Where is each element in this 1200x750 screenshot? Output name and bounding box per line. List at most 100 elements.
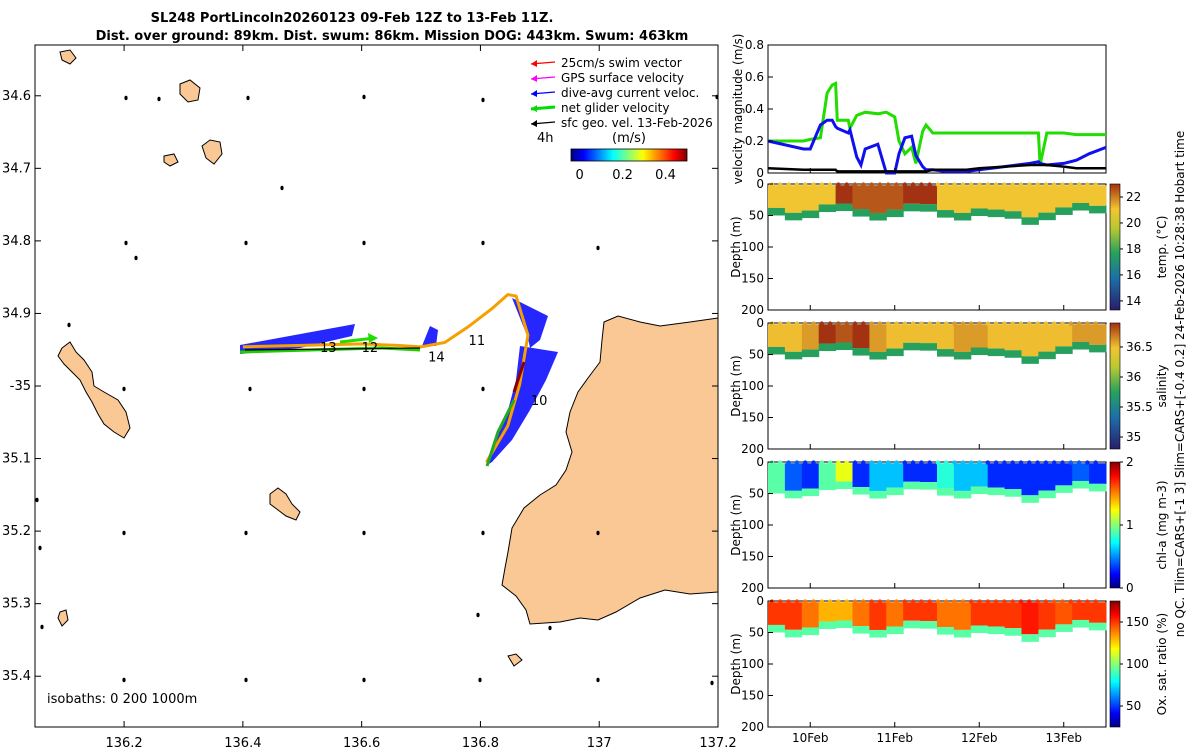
islet (134, 255, 138, 261)
legend-swatch-head (531, 75, 537, 82)
depth-tick-label: 100 (741, 657, 764, 671)
legend-label: net glider velocity (561, 101, 669, 115)
section-cell-deep (970, 208, 989, 217)
surface-dot (1002, 460, 1007, 465)
side-metadata-label: no QC. Tlim=CARS+[-1 3] Slim=CARS+[-0.4 … (1173, 131, 1187, 637)
island-small-3 (179, 79, 201, 103)
net-velocity-arrowhead (368, 333, 378, 343)
surface-dot (960, 321, 966, 326)
surface-dot (977, 321, 982, 326)
section-cell (768, 324, 786, 347)
islet (362, 530, 366, 536)
map-y-tick-label: -35 (10, 379, 31, 394)
colorbar-tick-label: 36.5 (1126, 340, 1153, 354)
surface-dot (985, 599, 990, 604)
surface-dot (977, 460, 982, 465)
colorbar-tick-label: 36 (1126, 370, 1141, 384)
section-cell-deep (920, 621, 938, 629)
surface-dot (1068, 321, 1074, 326)
surface-dot (869, 321, 874, 326)
section-cell (1004, 463, 1022, 490)
surface-dot (852, 182, 858, 187)
legend-label: sfc geo. vel. 13-Feb-2026 (561, 116, 713, 130)
section-cell (1055, 602, 1073, 625)
track-day-label: 12 (362, 341, 379, 356)
islet (596, 530, 600, 536)
surface-dot (952, 460, 957, 465)
track-day-label: 13 (320, 341, 337, 356)
section-cell (869, 185, 887, 213)
surface-dot (935, 321, 941, 326)
surface-dot (894, 321, 899, 326)
surface-dot (894, 599, 899, 604)
section-cell (1021, 324, 1039, 357)
colorbar-tick-label: 0 (1126, 581, 1134, 595)
islet (476, 612, 480, 618)
surface-dot (786, 599, 791, 604)
section-cell-deep (920, 343, 938, 351)
section-cell-deep (937, 627, 955, 635)
section-cell-deep (953, 629, 972, 638)
depth-tick-label: 0 (756, 316, 764, 330)
section-cell-deep (937, 210, 955, 218)
section-cell (987, 602, 1006, 627)
section-cell-deep (818, 621, 837, 630)
section-cell-deep (1038, 629, 1056, 638)
section-cell-deep (1038, 212, 1056, 221)
section-cell (818, 602, 837, 622)
section-cell (1021, 602, 1039, 635)
section-cell (953, 463, 972, 491)
surface-dot (886, 182, 891, 187)
section-cell (937, 185, 955, 211)
islet (478, 677, 482, 683)
map-x-ticks: 136.2 136.4 136.6 136.8 137 137.2 (105, 45, 737, 750)
surface-dot (861, 460, 866, 465)
section-cell (970, 185, 989, 209)
surface-dot (786, 460, 791, 465)
surface-dot (952, 182, 957, 187)
isobaths-label: isobaths: 0 200 1000m (47, 692, 197, 707)
section-cell (869, 602, 887, 630)
time-axis: 10Feb 11Feb 12Feb 13Feb (792, 168, 1082, 745)
surface-dot (1035, 182, 1040, 187)
glider-track (242, 292, 530, 463)
surface-dot (927, 321, 932, 326)
surface-dot (778, 182, 783, 187)
section-cell (886, 324, 904, 349)
depth-tick-label: 100 (741, 379, 764, 393)
section-cell (852, 185, 870, 210)
surface-dot (1027, 599, 1032, 604)
section-cell-deep (1055, 207, 1073, 215)
colorbar-tick-label: 0.2 (612, 168, 633, 183)
surface-dot (819, 321, 824, 326)
surface-dot (844, 182, 849, 187)
section-colorbar-label: Ox. sat. ratio (%) (1155, 613, 1169, 715)
section-cell-deep (1089, 483, 1107, 492)
section-cell-deep (1004, 489, 1022, 497)
surface-dot (844, 321, 849, 326)
depth-ylabel: Depth (m) (729, 494, 743, 555)
islet (362, 94, 366, 100)
colorbar-tick-label: 22 (1126, 190, 1141, 204)
section-cell (1055, 185, 1073, 208)
section-cell (1055, 324, 1073, 347)
islet (124, 95, 128, 101)
section-cell-deep (1055, 485, 1073, 493)
surface-dot (985, 321, 990, 326)
depth-tick-label: 150 (741, 272, 764, 286)
islet (244, 677, 248, 683)
map-x-tick-label: 136.2 (105, 736, 142, 750)
island-small-4 (59, 49, 77, 65)
section-cell-deep (835, 620, 853, 629)
section-cell (801, 185, 820, 211)
time-tick-label: 13Feb (1045, 731, 1082, 745)
section-cell (920, 602, 938, 622)
section-cell (818, 324, 837, 344)
section-cell-deep (869, 629, 887, 638)
surface-dot (827, 182, 833, 187)
section-cell (1038, 602, 1056, 630)
section-cell (1004, 602, 1022, 629)
